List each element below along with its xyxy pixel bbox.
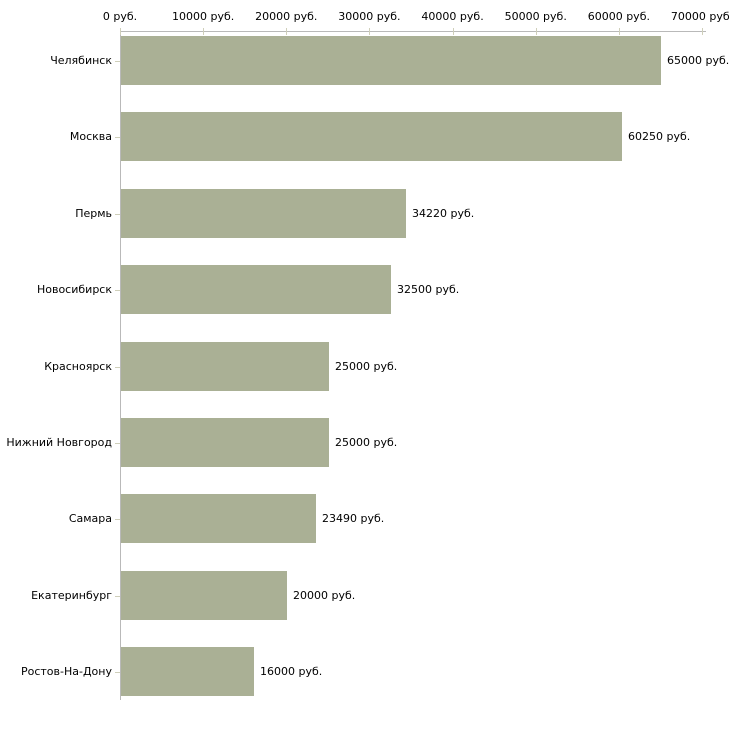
category-label: Пермь [75,207,112,220]
category-label: Самара [68,512,112,525]
value-label: 25000 руб. [335,436,398,449]
y-axis-tick [115,672,120,673]
bar [121,189,406,238]
y-axis-tick [115,443,120,444]
x-axis-tick [619,28,620,35]
bar [121,494,316,543]
bar [121,36,661,85]
x-axis-tick-label: 50000 руб. [504,10,567,23]
bar [121,265,391,314]
y-axis-tick [115,290,120,291]
x-axis-line [120,31,706,32]
y-axis-tick [115,596,120,597]
value-label: 65000 руб. [667,54,730,67]
y-axis-tick [115,367,120,368]
bar [121,647,254,696]
value-label: 25000 руб. [335,360,398,373]
x-axis-tick [369,28,370,35]
value-label: 20000 руб. [293,589,356,602]
x-axis-tick-label: 70000 руб. [670,10,730,23]
x-axis-tick [536,28,537,35]
bar [121,571,287,620]
x-axis-tick [203,28,204,35]
category-label: Москва [69,130,112,143]
category-label: Красноярск [44,360,112,373]
y-axis-tick [115,519,120,520]
value-label: 60250 руб. [628,130,691,143]
x-axis-tick-label: 10000 руб. [172,10,235,23]
category-label: Новосибирск [36,283,112,296]
x-axis-tick-label: 20000 руб. [255,10,318,23]
y-axis-line [120,31,121,700]
x-axis-tick-label: 40000 руб. [421,10,484,23]
x-axis-tick-label: 60000 руб. [587,10,650,23]
bar [121,342,329,391]
x-axis-tick [120,28,121,35]
x-axis-tick [286,28,287,35]
x-axis-tick [702,28,703,35]
value-label: 32500 руб. [397,283,460,296]
y-axis-tick [115,137,120,138]
x-axis-tick-label: 0 руб. [102,10,138,23]
value-label: 16000 руб. [260,665,323,678]
value-label: 23490 руб. [322,512,385,525]
y-axis-tick [115,214,120,215]
bar [121,112,622,161]
category-label: Нижний Новгород [6,436,112,449]
category-label: Челябинск [50,54,112,67]
x-axis-tick-label: 30000 руб. [338,10,401,23]
value-label: 34220 руб. [412,207,475,220]
bar [121,418,329,467]
x-axis-tick [453,28,454,35]
y-axis-tick [115,61,120,62]
category-label: Екатеринбург [31,589,112,602]
category-label: Ростов-На-Дону [20,665,112,678]
